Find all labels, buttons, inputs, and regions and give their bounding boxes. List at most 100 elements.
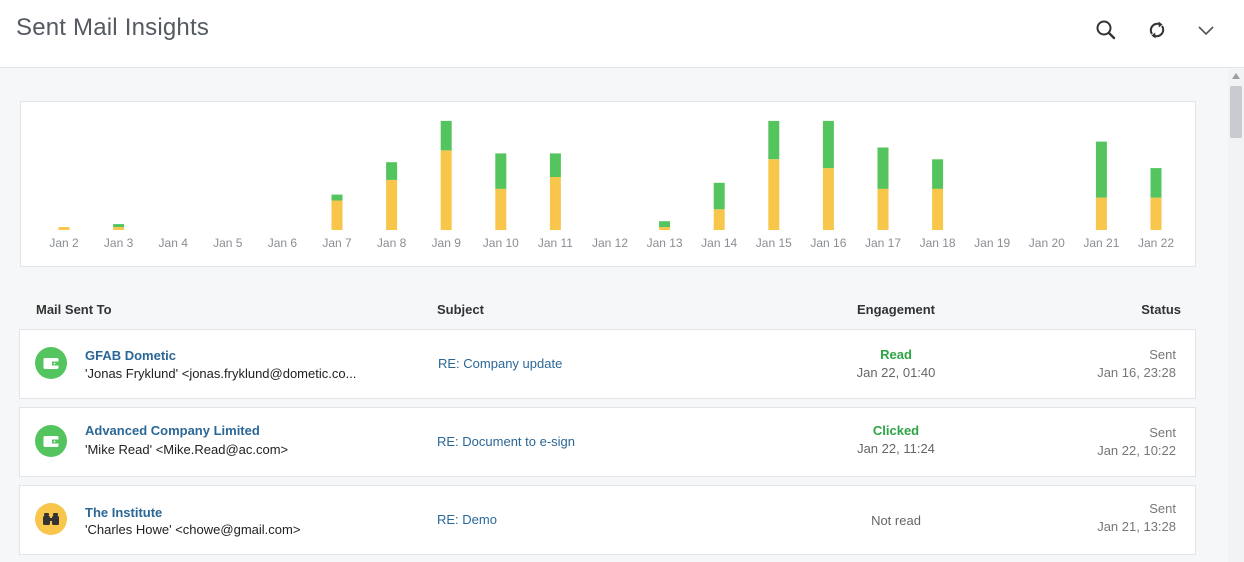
company-name[interactable]: The Institute bbox=[85, 505, 163, 520]
engagement-time: Jan 22, 01:40 bbox=[856, 365, 936, 380]
bar-jan-17-engaged[interactable] bbox=[877, 147, 889, 189]
activity-bar-chart: Jan 2 Jan 3 Jan 4 Jan 5 Jan 6 Jan 7 Jan 8 Jan 9… bbox=[49, 120, 1174, 250]
bar-jan-14-engaged[interactable] bbox=[713, 182, 725, 210]
engagement-cell: Not read bbox=[796, 513, 996, 528]
x-tick-label: Jan 9 bbox=[432, 236, 462, 250]
status-cell: Sent Jan 16, 23:28 bbox=[1097, 347, 1176, 380]
status-cell: Sent Jan 22, 10:22 bbox=[1097, 425, 1176, 458]
bar-jan-10-sent[interactable] bbox=[495, 188, 507, 230]
bar-jan-21-sent[interactable] bbox=[1095, 197, 1107, 230]
x-tick-label: Jan 16 bbox=[810, 236, 846, 250]
bar-jan-3-engaged[interactable] bbox=[113, 224, 125, 227]
status-label: Sent bbox=[1149, 425, 1176, 440]
wallet-icon bbox=[43, 436, 59, 447]
avatar bbox=[35, 503, 67, 535]
bar-jan-8-engaged[interactable] bbox=[386, 162, 398, 180]
wallet-icon bbox=[43, 358, 59, 369]
x-tick-label: Jan 2 bbox=[49, 236, 79, 250]
refresh-button[interactable] bbox=[1143, 16, 1171, 44]
bar-jan-22-sent[interactable] bbox=[1150, 197, 1162, 230]
bar-jan-8-sent[interactable] bbox=[386, 179, 398, 230]
bar-jan-13-sent[interactable] bbox=[659, 227, 671, 230]
bar-jan-2-sent[interactable] bbox=[58, 227, 70, 230]
status-label: Sent bbox=[1149, 501, 1176, 516]
x-tick-label: Jan 13 bbox=[647, 236, 683, 250]
scroll-thumb[interactable] bbox=[1230, 86, 1242, 138]
status-time: Jan 21, 13:28 bbox=[1097, 519, 1176, 534]
chevron-down-icon bbox=[1198, 26, 1214, 36]
x-tick-label: Jan 7 bbox=[322, 236, 352, 250]
bar-jan-10-engaged[interactable] bbox=[495, 153, 507, 189]
bar-jan-3-sent[interactable] bbox=[113, 227, 125, 230]
bar-jan-7-engaged[interactable] bbox=[331, 194, 343, 201]
company-name[interactable]: GFAB Dometic bbox=[85, 348, 177, 363]
bar-jan-21-engaged[interactable] bbox=[1095, 141, 1107, 198]
bar-jan-18-engaged[interactable] bbox=[932, 159, 944, 189]
x-tick-label: Jan 12 bbox=[592, 236, 628, 250]
bar-jan-17-sent[interactable] bbox=[877, 188, 889, 230]
avatar bbox=[35, 347, 67, 379]
bar-jan-14-sent[interactable] bbox=[713, 209, 725, 230]
contact-email: 'Charles Howe' <chowe@gmail.com> bbox=[85, 522, 301, 537]
binoculars-icon bbox=[43, 513, 59, 525]
vertical-scrollbar[interactable] bbox=[1228, 69, 1244, 562]
status-time: Jan 22, 10:22 bbox=[1097, 443, 1176, 458]
status-label: Sent bbox=[1149, 347, 1176, 362]
x-tick-label: Jan 20 bbox=[1029, 236, 1065, 250]
bar-jan-16-sent[interactable] bbox=[822, 168, 834, 230]
x-tick-label: Jan 21 bbox=[1083, 236, 1119, 250]
x-tick-label: Jan 14 bbox=[701, 236, 737, 250]
engagement-label: Clicked bbox=[872, 423, 920, 438]
bar-jan-22-engaged[interactable] bbox=[1150, 168, 1162, 198]
avatar bbox=[35, 425, 67, 457]
scroll-up-arrow-icon[interactable] bbox=[1232, 73, 1240, 79]
refresh-icon bbox=[1149, 21, 1165, 39]
subject-link[interactable]: RE: Company update bbox=[438, 356, 563, 371]
x-tick-label: Jan 10 bbox=[483, 236, 519, 250]
x-tick-label: Jan 6 bbox=[268, 236, 298, 250]
table-row[interactable]: The Institute 'Charles Howe' <chowe@gmai… bbox=[19, 485, 1196, 555]
engagement-label: Read bbox=[880, 347, 912, 362]
app-header: Sent Mail Insights bbox=[0, 0, 1244, 68]
column-header-subject[interactable]: Subject bbox=[437, 302, 484, 317]
column-header-engagement[interactable]: Engagement bbox=[856, 302, 935, 317]
status-cell: Sent Jan 21, 13:28 bbox=[1097, 501, 1176, 534]
engagement-cell: Read Jan 22, 01:40 bbox=[796, 347, 996, 380]
bar-jan-13-engaged[interactable] bbox=[659, 221, 671, 228]
x-tick-label: Jan 15 bbox=[756, 236, 792, 250]
column-header-status[interactable]: Status bbox=[1141, 302, 1181, 317]
x-tick-label: Jan 5 bbox=[213, 236, 243, 250]
bar-jan-11-sent[interactable] bbox=[549, 176, 561, 230]
x-tick-label: Jan 3 bbox=[104, 236, 134, 250]
x-tick-label: Jan 18 bbox=[920, 236, 956, 250]
bar-jan-7-sent[interactable] bbox=[331, 200, 343, 231]
collapse-button[interactable] bbox=[1192, 16, 1220, 44]
page-title: Sent Mail Insights bbox=[16, 14, 210, 41]
bar-jan-18-sent[interactable] bbox=[932, 188, 944, 230]
status-time: Jan 16, 23:28 bbox=[1097, 365, 1176, 380]
x-tick-label: Jan 17 bbox=[865, 236, 901, 250]
column-header-mail-sent-to[interactable]: Mail Sent To bbox=[36, 302, 112, 317]
bar-jan-9-sent[interactable] bbox=[440, 150, 452, 230]
bar-jan-16-engaged[interactable] bbox=[822, 120, 834, 169]
bar-jan-9-engaged[interactable] bbox=[440, 120, 452, 151]
chart-card: Jan 2 Jan 3 Jan 4 Jan 5 Jan 6 Jan 7 Jan 8 Jan 9… bbox=[20, 101, 1196, 267]
bar-jan-15-sent[interactable] bbox=[768, 159, 780, 230]
engagement-label: Not read bbox=[871, 513, 921, 528]
table-row[interactable]: Advanced Company Limited 'Mike Read' <Mi… bbox=[19, 407, 1196, 477]
contact-email: 'Jonas Fryklund' <jonas.fryklund@dometic… bbox=[85, 366, 357, 381]
subject-link[interactable]: RE: Demo bbox=[437, 512, 497, 527]
x-tick-label: Jan 22 bbox=[1138, 236, 1174, 250]
search-icon bbox=[1096, 20, 1116, 40]
contact-email: 'Mike Read' <Mike.Read@ac.com> bbox=[85, 442, 289, 457]
subject-link[interactable]: RE: Document to e-sign bbox=[437, 434, 576, 449]
search-button[interactable] bbox=[1092, 16, 1120, 44]
engagement-time: Jan 22, 11:24 bbox=[857, 441, 935, 456]
bar-jan-15-engaged[interactable] bbox=[768, 120, 780, 160]
x-tick-label: Jan 11 bbox=[538, 236, 573, 250]
company-name[interactable]: Advanced Company Limited bbox=[85, 423, 260, 438]
x-tick-label: Jan 19 bbox=[974, 236, 1010, 250]
bar-jan-11-engaged[interactable] bbox=[549, 153, 561, 177]
table-row[interactable]: GFAB Dometic 'Jonas Fryklund' <jonas.fry… bbox=[19, 329, 1196, 399]
x-tick-label: Jan 4 bbox=[159, 236, 189, 250]
